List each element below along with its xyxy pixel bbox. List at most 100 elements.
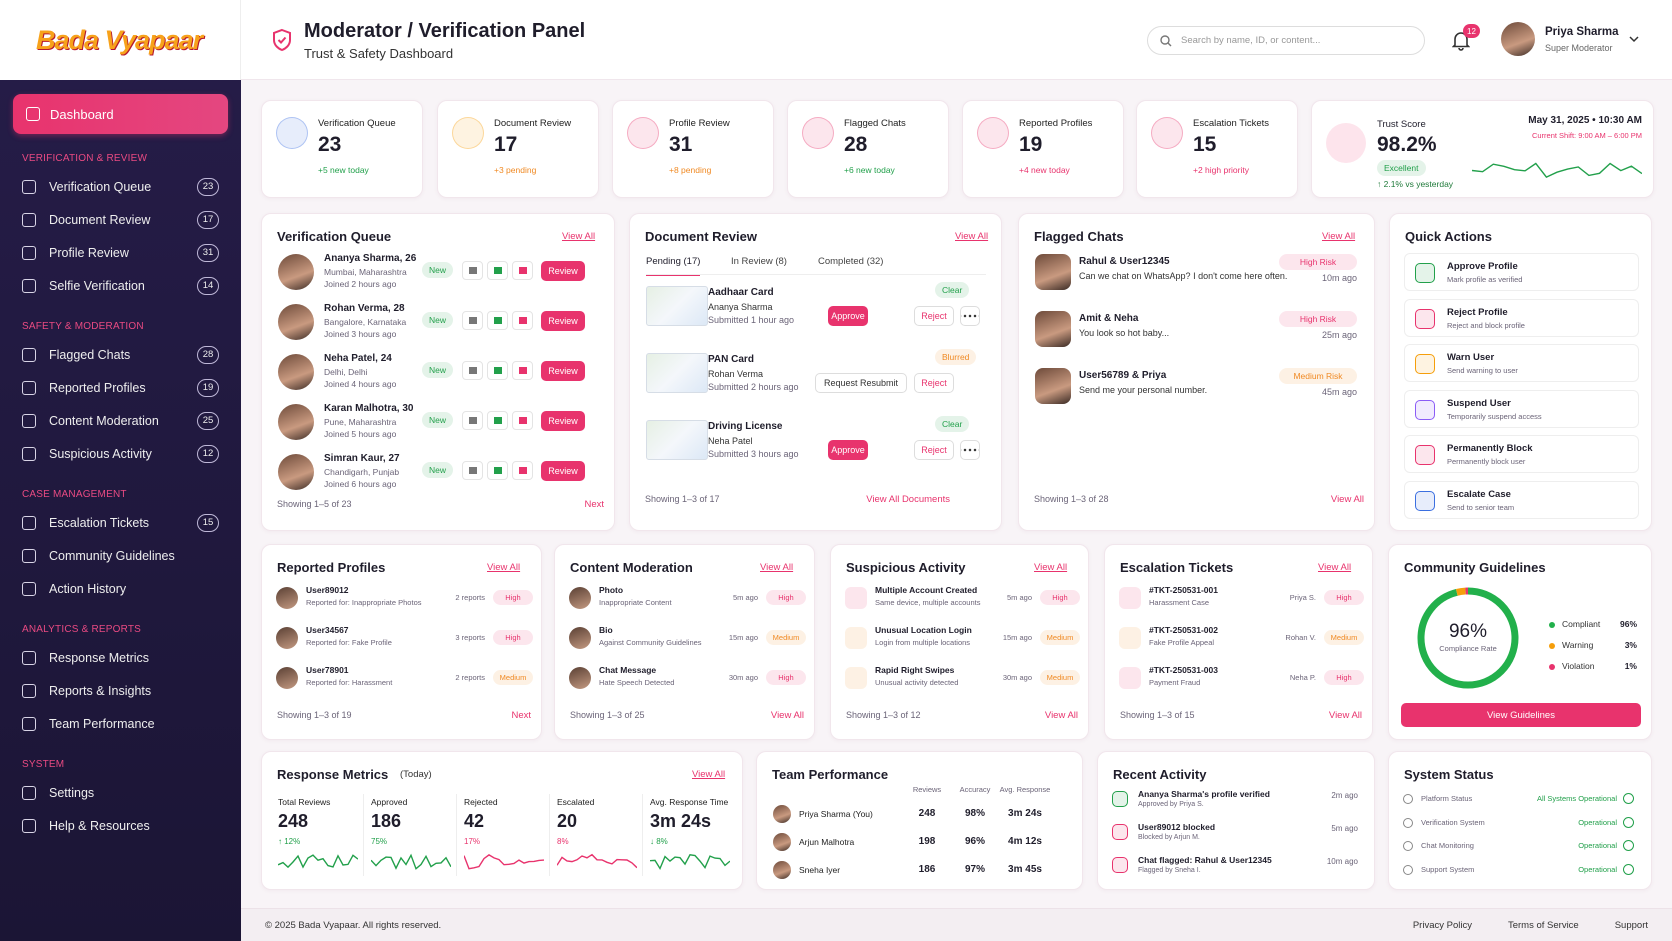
nav-item[interactable]: Reports & Insights (0, 674, 241, 707)
system-status-panel: System Status Platform Status All Systems … (1388, 751, 1652, 890)
reject-button[interactable]: Reject (914, 373, 954, 393)
view-all-link[interactable]: View All (1322, 231, 1356, 242)
panel-title: System Status (1404, 767, 1494, 782)
nav-item[interactable]: Help & Resources (0, 809, 241, 842)
nav-item[interactable]: Community Guidelines (0, 539, 241, 572)
panel-footer-link[interactable]: Next (584, 499, 604, 510)
reject-button[interactable]: Reject (914, 440, 954, 460)
nav-item[interactable]: Profile Review 31 (0, 236, 241, 269)
action-icon[interactable] (462, 461, 483, 480)
document-title: PAN Card (708, 354, 754, 365)
quick-action-button[interactable]: Warn User Send warning to user (1404, 344, 1639, 382)
action-icon[interactable] (462, 311, 483, 330)
action-icon[interactable] (487, 261, 508, 280)
nav-item[interactable]: Team Performance (0, 707, 241, 740)
reject-button[interactable]: Reject (914, 306, 954, 326)
approve-button[interactable]: Request Resubmit (815, 373, 907, 393)
nav-item[interactable]: Content Moderation 25 (0, 404, 241, 437)
quick-action-button[interactable]: Approve Profile Mark profile as verified (1404, 253, 1639, 291)
action-icon[interactable] (462, 261, 483, 280)
chat-time: 45m ago (1321, 387, 1357, 397)
approve-button[interactable]: Approve (828, 440, 868, 460)
nav-icon (22, 650, 36, 665)
panel-footer-link[interactable]: View All (1044, 710, 1078, 721)
status-icon (1403, 841, 1413, 851)
response-metrics-panel: Response Metrics View All (Today) Total Rev… (261, 751, 743, 890)
view-all-link[interactable]: View All (487, 562, 521, 573)
more-button[interactable] (960, 440, 980, 460)
quick-action-button[interactable]: Permanently Block Permanently block user (1404, 435, 1639, 473)
action-icon[interactable] (512, 261, 533, 280)
nav-item[interactable]: Settings (0, 776, 241, 809)
nav-item[interactable]: Escalation Tickets 15 (0, 506, 241, 539)
panel-title: Community Guidelines (1404, 560, 1546, 575)
quick-action-button[interactable]: Suspend User Temporarily suspend access (1404, 389, 1639, 428)
metric-label: Rejected (464, 797, 498, 807)
stat-note: +6 new today (844, 165, 895, 175)
search-box[interactable]: Search by name, ID, or content... (1147, 26, 1425, 55)
nav-item-active[interactable]: Dashboard (13, 94, 228, 134)
action-icon[interactable] (512, 461, 533, 480)
review-button[interactable]: Review (541, 311, 585, 331)
nav-item[interactable]: Document Review 17 (0, 203, 241, 236)
item-icon (569, 627, 591, 649)
stat-label: Reported Profiles (1019, 118, 1093, 129)
panel-footer-link[interactable]: View All (770, 710, 804, 721)
status-check (1623, 840, 1634, 851)
status-check (1623, 793, 1634, 804)
action-icon[interactable] (487, 461, 508, 480)
footer-link[interactable]: Support (1614, 919, 1648, 931)
review-button[interactable]: Review (541, 461, 585, 481)
item-subtitle: Hate Speech Detected (599, 678, 675, 687)
panel-title: Recent Activity (1113, 767, 1207, 782)
tab[interactable]: In Review (8) (731, 256, 787, 267)
applicant-location: Mumbai, Maharashtra (324, 267, 407, 277)
view-all-link[interactable]: View All (1318, 562, 1352, 573)
logo[interactable]: Bada Vyapaar (36, 24, 203, 55)
view-all-link[interactable]: View All (760, 562, 794, 573)
more-button[interactable] (960, 306, 980, 326)
dropdown-icon[interactable] (1629, 36, 1639, 43)
tab[interactable]: Completed (32) (818, 256, 884, 267)
applicant-name: Simran Kaur, 27 (324, 453, 400, 464)
approve-button[interactable]: Approve (828, 306, 868, 326)
action-icon[interactable] (512, 311, 533, 330)
panel-footer-link[interactable]: Next (511, 710, 531, 721)
member-stat: 96% (964, 836, 985, 847)
panel-footer-link[interactable]: View All (1330, 494, 1364, 505)
review-button[interactable]: Review (541, 411, 585, 431)
nav-item[interactable]: Action History (0, 572, 241, 605)
panel-footer-link[interactable]: View All Documents (866, 494, 950, 505)
view-guidelines-button[interactable]: View Guidelines (1401, 703, 1641, 727)
nav-item[interactable]: Verification Queue 23 (0, 170, 241, 203)
view-all-link[interactable]: View All (1034, 562, 1068, 573)
action-icon[interactable] (512, 361, 533, 380)
nav-item[interactable]: Flagged Chats 28 (0, 338, 241, 371)
nav-label: Selfie Verification (49, 278, 145, 293)
nav-item[interactable]: Reported Profiles 19 (0, 371, 241, 404)
action-icon[interactable] (462, 361, 483, 380)
action-icon[interactable] (487, 411, 508, 430)
nav-item[interactable]: Response Metrics (0, 641, 241, 674)
document-thumbnail (646, 353, 708, 393)
action-icon[interactable] (487, 311, 508, 330)
action-icon[interactable] (512, 411, 533, 430)
quick-action-button[interactable]: Reject Profile Reject and block profile (1404, 298, 1639, 337)
tab[interactable]: Pending (17) (646, 256, 701, 276)
review-button[interactable]: Review (541, 261, 585, 281)
quick-action-button[interactable]: Escalate Case Send to senior team (1404, 480, 1639, 519)
action-icon[interactable] (487, 361, 508, 380)
column-header: Reviews (912, 785, 942, 794)
footer-link[interactable]: Terms of Service (1507, 919, 1579, 931)
footer-link[interactable]: Privacy Policy (1412, 919, 1472, 931)
avatar (1035, 311, 1071, 347)
nav-item[interactable]: Suspicious Activity 12 (0, 437, 241, 470)
panel-footer-link[interactable]: View All (1328, 710, 1362, 721)
review-button[interactable]: Review (541, 361, 585, 381)
action-icon[interactable] (462, 411, 483, 430)
user-avatar[interactable] (1501, 22, 1535, 56)
view-all-link[interactable]: View All (692, 769, 726, 780)
view-all-link[interactable]: View All (562, 231, 596, 242)
nav-item[interactable]: Selfie Verification 14 (0, 269, 241, 302)
view-all-link[interactable]: View All (955, 231, 989, 242)
